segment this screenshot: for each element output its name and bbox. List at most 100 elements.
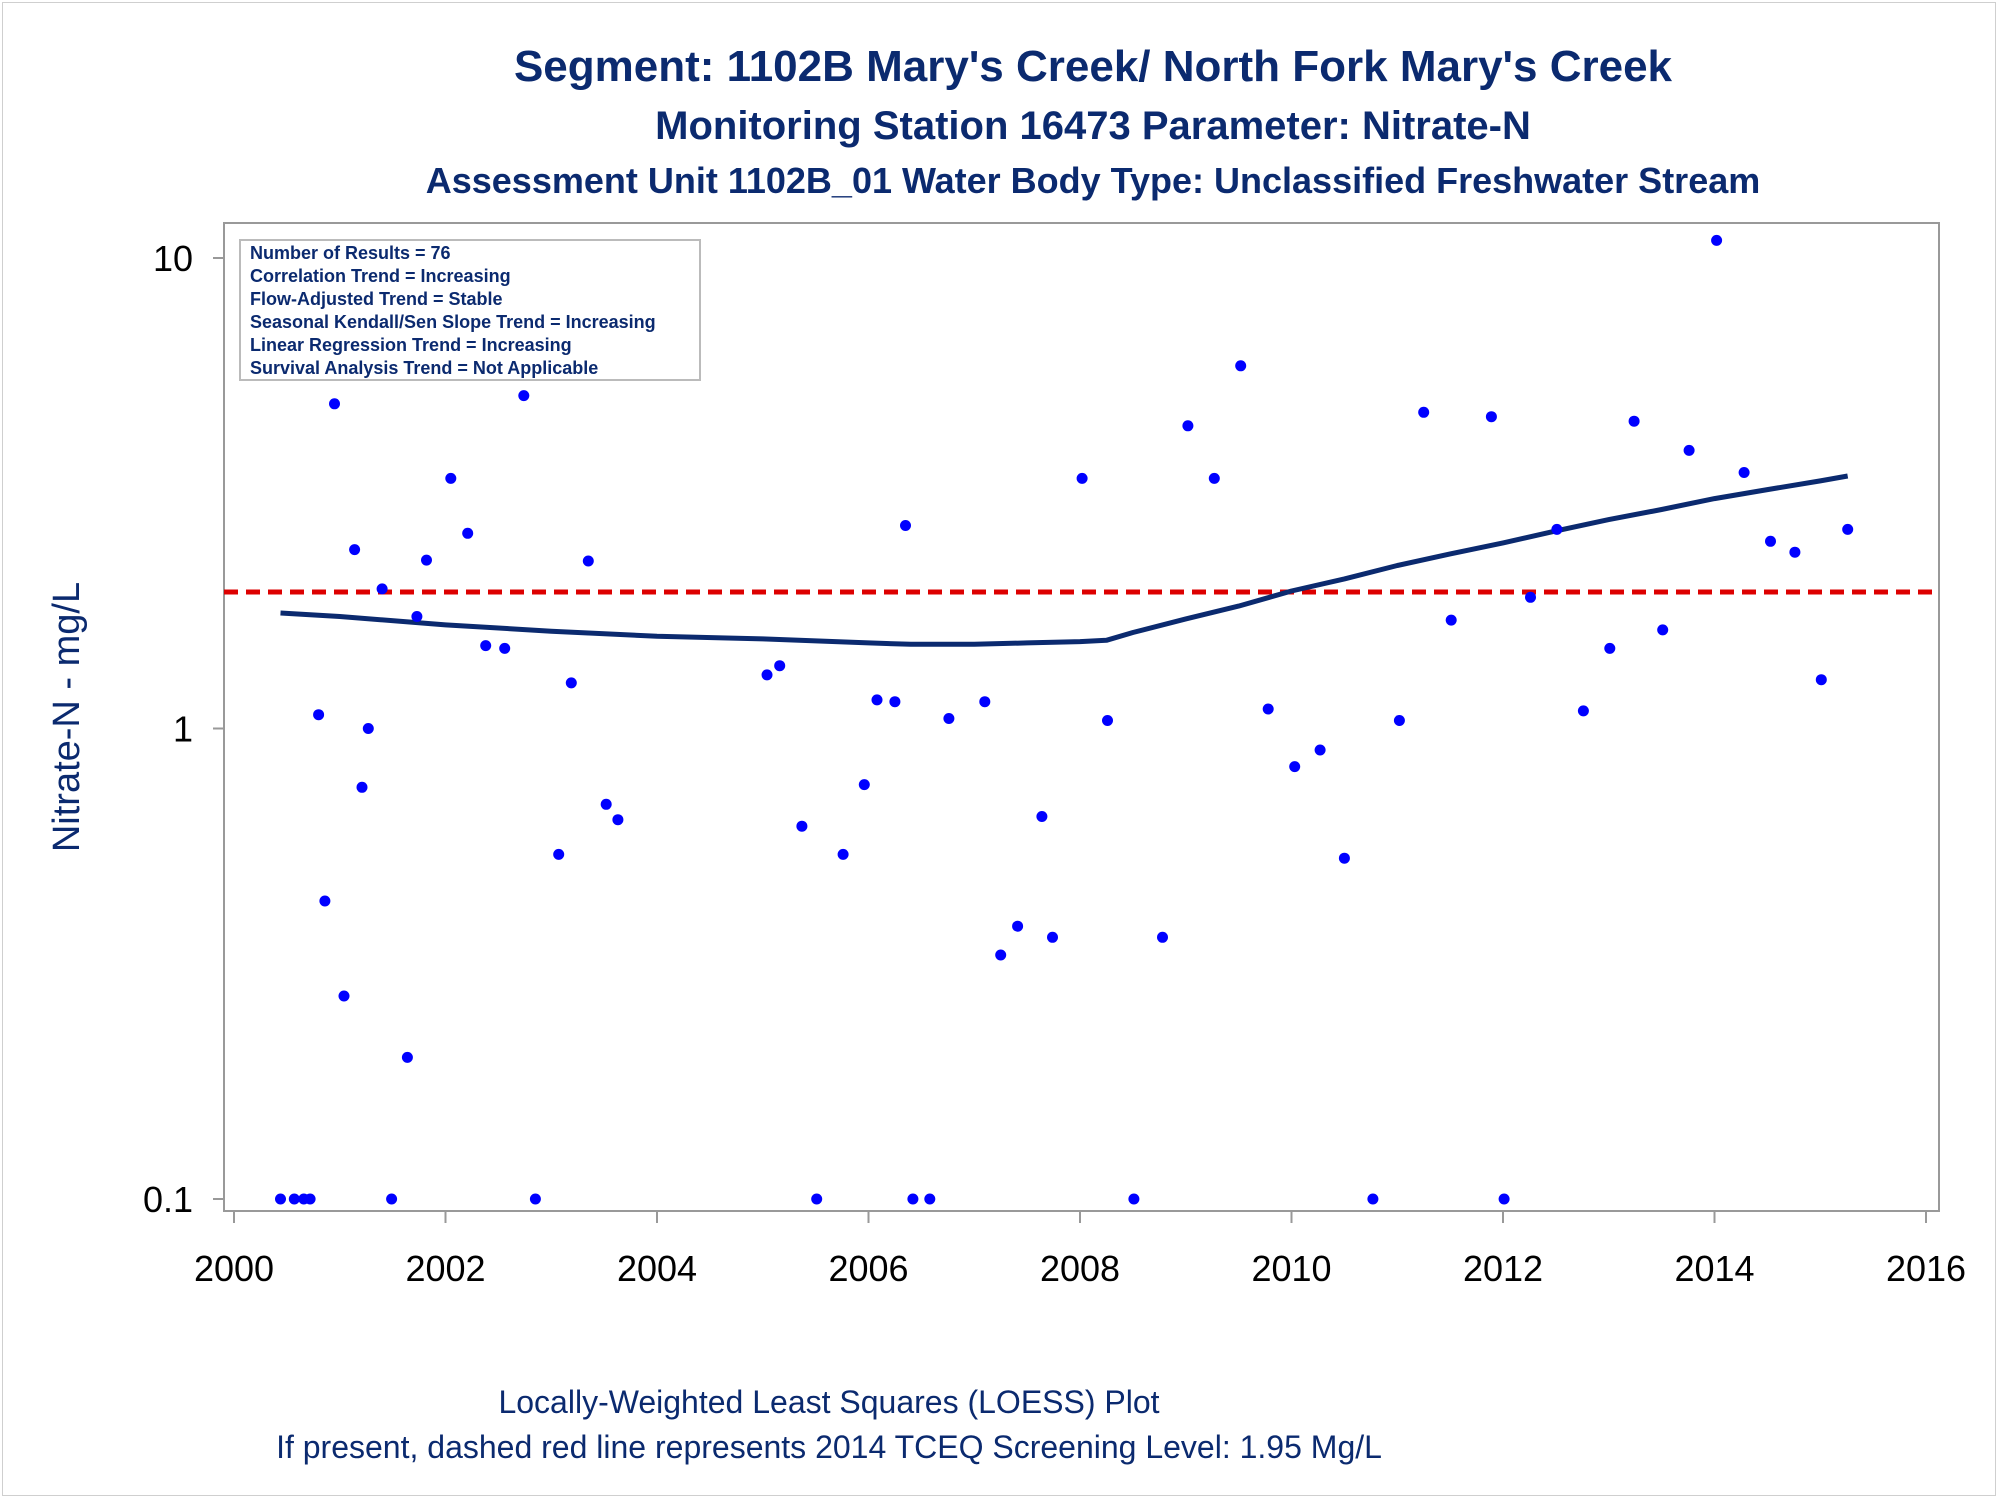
data-point [761, 669, 773, 681]
chart-subtitle: Monitoring Station 16473 Parameter: Nitr… [655, 104, 1531, 148]
data-point [411, 611, 423, 622]
data-point [1338, 852, 1350, 864]
data-point [386, 1193, 398, 1205]
data-point [1765, 535, 1776, 547]
x-tick-label: 2008 [1040, 1248, 1120, 1289]
data-point [871, 694, 883, 706]
data-points [275, 234, 1854, 1205]
data-point [1393, 715, 1405, 726]
data-point [529, 1193, 541, 1205]
data-point [1418, 406, 1430, 418]
data-point [924, 1193, 936, 1205]
data-point [1076, 472, 1088, 484]
footnote-1: Locally-Weighted Least Squares (LOESS) P… [498, 1384, 1159, 1420]
data-point [1314, 744, 1326, 756]
data-point [1711, 234, 1723, 246]
data-point [329, 398, 340, 410]
data-point [1604, 642, 1616, 654]
data-point [499, 642, 511, 654]
data-point [313, 709, 325, 721]
data-point [288, 1193, 300, 1205]
data-point [774, 660, 786, 672]
x-tick-label: 2004 [617, 1248, 697, 1289]
chart-title: Segment: 1102B Mary's Creek/ North Fork … [514, 42, 1673, 91]
x-tick-label: 2010 [1251, 1248, 1331, 1289]
data-point [1577, 705, 1589, 717]
chart-subtitle-2: Assessment Unit 1102B_01 Water Body Type… [426, 160, 1761, 201]
data-point [275, 1193, 286, 1205]
data-point [1789, 546, 1801, 558]
data-point [1235, 360, 1247, 372]
data-point [889, 696, 901, 708]
y-tick-label: 0.1 [143, 1179, 193, 1220]
data-point [900, 520, 911, 531]
data-point [565, 677, 577, 689]
data-point [1102, 715, 1113, 726]
data-point [1738, 467, 1750, 478]
data-point [1842, 523, 1854, 535]
stats-line: Number of Results = 76 [250, 243, 451, 263]
data-point [401, 1051, 413, 1063]
data-point [362, 723, 374, 734]
data-point [1367, 1193, 1379, 1205]
data-point [462, 527, 474, 539]
data-point [995, 949, 1007, 961]
stats-line: Linear Regression Trend = Increasing [250, 335, 572, 355]
stats-line: Flow-Adjusted Trend = Stable [250, 289, 503, 309]
data-point [811, 1193, 823, 1205]
x-tick-label: 2014 [1674, 1248, 1754, 1289]
y-axis-label: Nitrate-N - mg/L [46, 582, 88, 852]
data-point [1012, 920, 1024, 932]
data-point [1036, 811, 1048, 822]
data-point [1445, 614, 1457, 626]
data-point [518, 390, 530, 402]
data-point [1182, 420, 1194, 432]
loess-line [280, 473, 1849, 647]
data-point [445, 472, 457, 484]
chart-svg: Segment: 1102B Mary's Creek/ North Fork … [46, 42, 1966, 1465]
y-tick-label: 10 [153, 238, 193, 279]
data-point [480, 640, 492, 652]
data-point [1551, 523, 1563, 535]
x-tick-label: 2016 [1886, 1248, 1966, 1289]
x-tick-label: 2012 [1463, 1248, 1543, 1289]
x-tick-label: 2002 [405, 1248, 485, 1289]
stats-line: Correlation Trend = Increasing [250, 266, 511, 286]
x-tick-label: 2000 [194, 1248, 274, 1289]
stats-line: Survival Analysis Trend = Not Applicable [250, 358, 598, 378]
stats-line: Seasonal Kendall/Sen Slope Trend = Incre… [250, 312, 656, 332]
data-point [796, 820, 808, 832]
data-point [582, 555, 594, 567]
x-tick-label: 2006 [828, 1248, 908, 1289]
data-point [1128, 1193, 1140, 1205]
data-point [943, 713, 955, 724]
data-point [421, 554, 432, 566]
data-point [1498, 1193, 1510, 1205]
y-axis: 0.1 1 10 [143, 238, 224, 1220]
data-point [1525, 591, 1536, 603]
data-point [858, 779, 870, 791]
data-point [612, 814, 624, 826]
data-point [837, 848, 849, 860]
data-point [319, 895, 331, 907]
data-point [356, 781, 368, 793]
data-point [553, 848, 565, 860]
y-tick-label: 1 [173, 709, 193, 750]
data-point [349, 544, 361, 556]
data-point [1262, 703, 1274, 715]
data-point [907, 1193, 919, 1205]
data-point [1157, 931, 1168, 943]
data-point [304, 1193, 316, 1205]
stats-box-border [239, 239, 701, 381]
plot-area [223, 222, 1940, 1212]
data-point [1289, 761, 1301, 773]
x-axis: 2000 2002 2004 2006 2008 2010 2012 2014 2016 [194, 1211, 1966, 1289]
data-point [1047, 931, 1058, 943]
data-point [338, 990, 350, 1002]
loess-curve [280, 473, 1849, 647]
data-point [600, 798, 612, 810]
data-point [1628, 415, 1640, 427]
stats-box: Number of Results = 76 Correlation Trend… [239, 239, 701, 381]
data-point [1208, 472, 1220, 484]
